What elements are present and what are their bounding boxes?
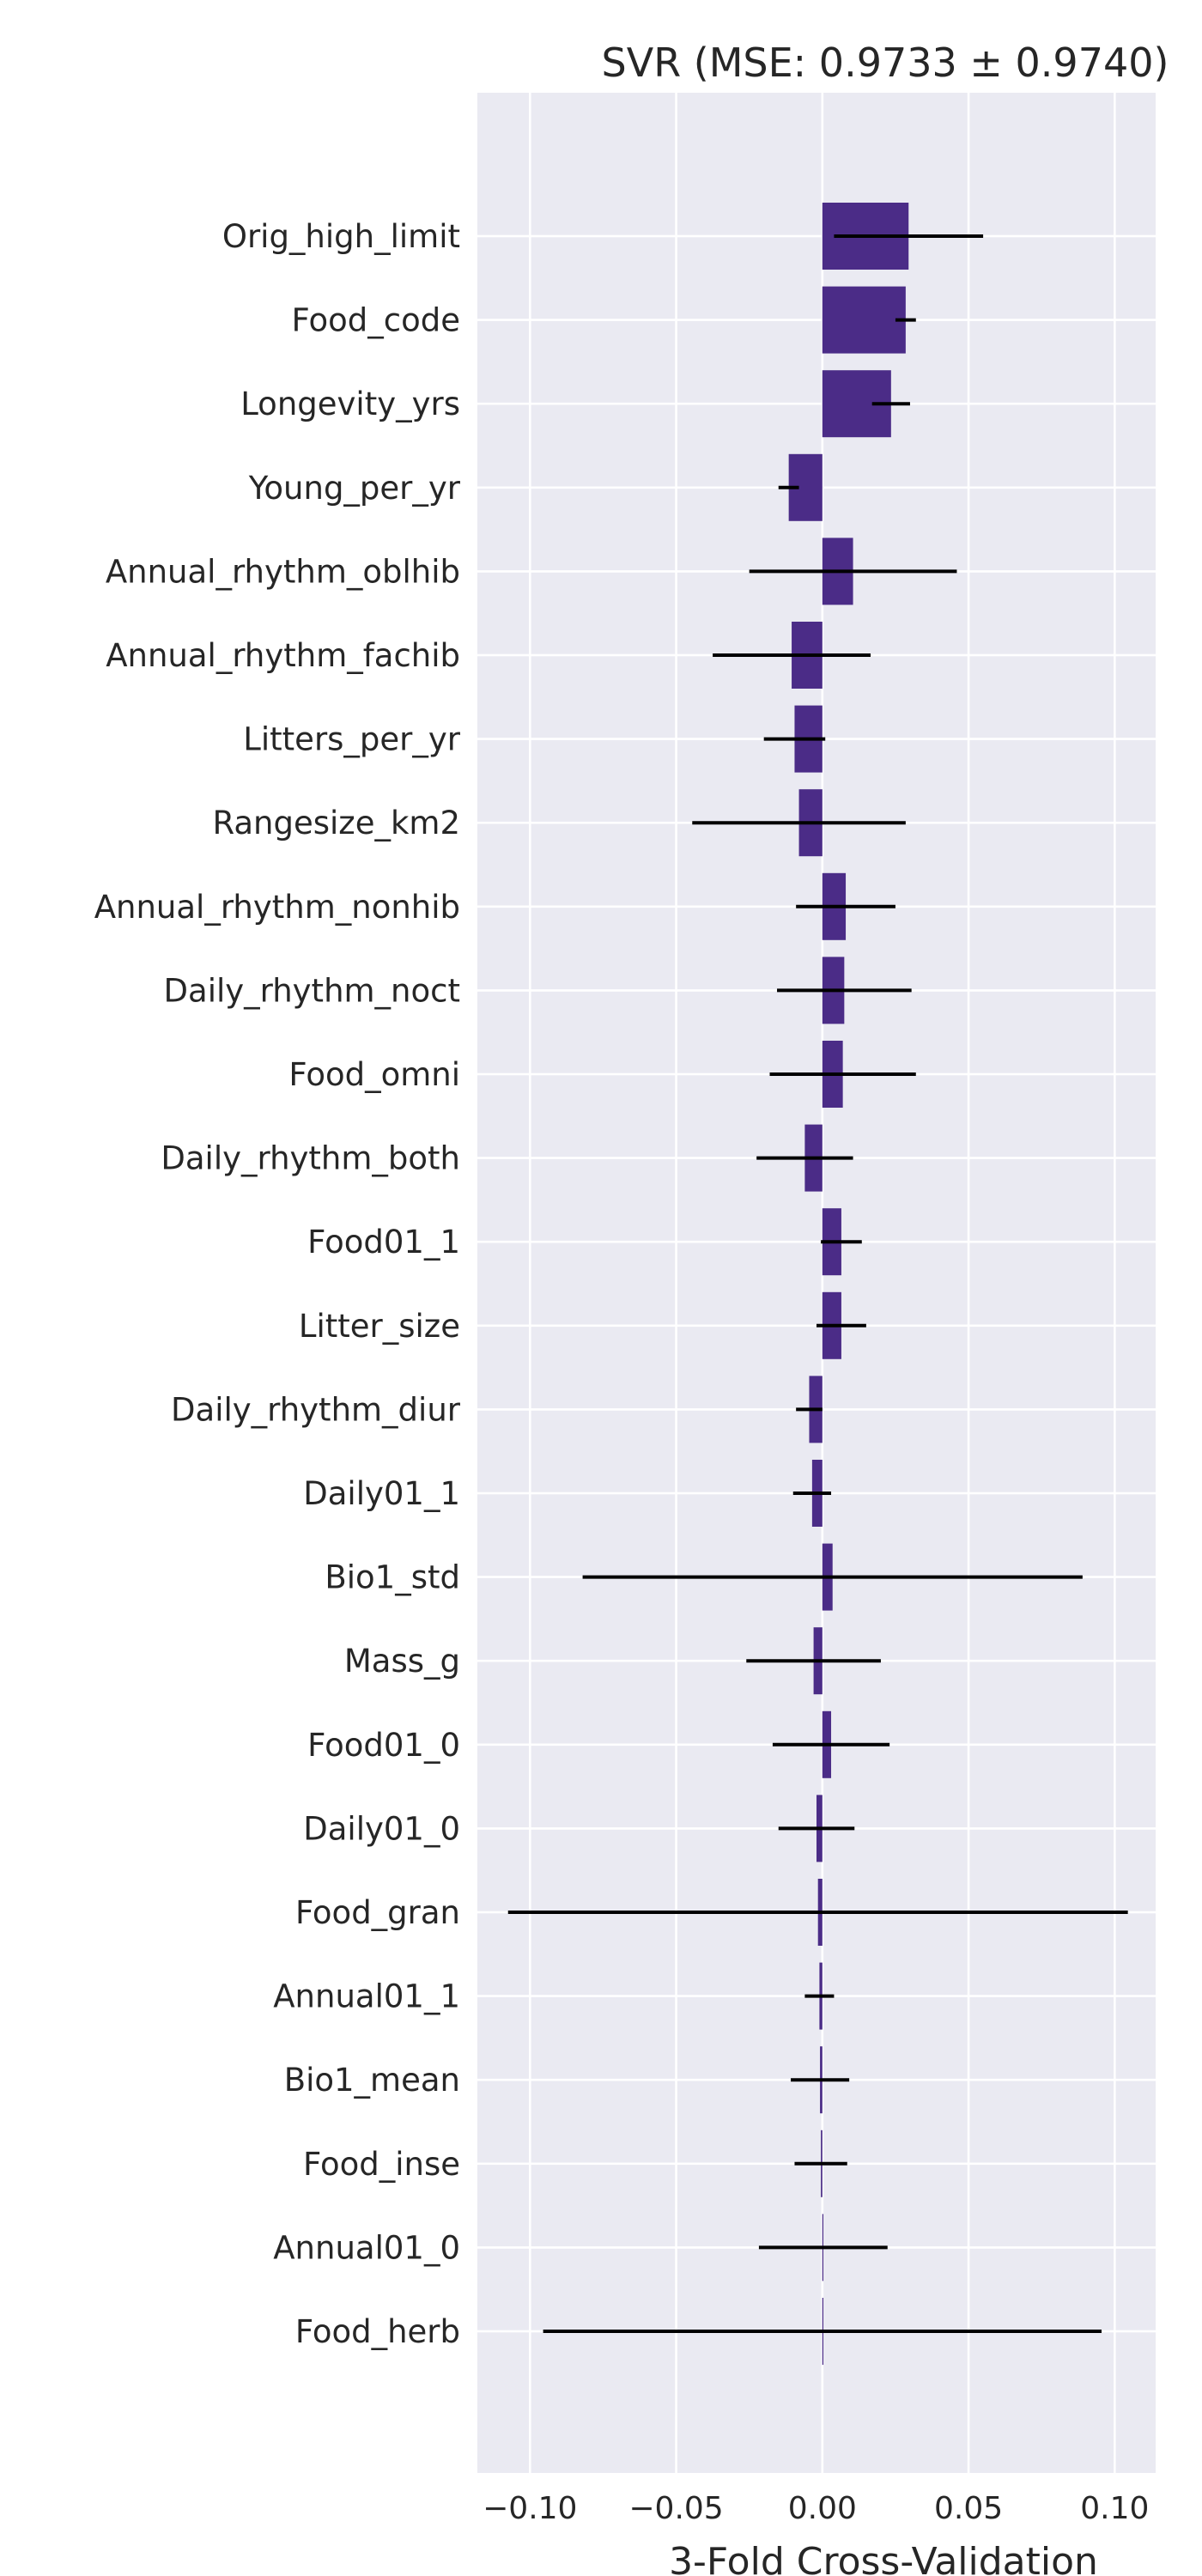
category-label: Orig_high_limit: [222, 218, 460, 255]
category-label: Annual_rhythm_nonhib: [94, 889, 460, 926]
error-bars-layer: [507, 234, 1128, 2333]
category-label: Annual_rhythm_fachib: [106, 637, 460, 674]
bar: [822, 286, 906, 354]
category-label: Daily01_0: [303, 1810, 460, 1847]
category-label: Food_gran: [295, 1894, 460, 1931]
x-tick-label: −0.10: [483, 2491, 577, 2526]
x-tick-label: −0.05: [628, 2491, 723, 2526]
category-label: Daily_rhythm_diur: [171, 1391, 461, 1428]
category-label: Longevity_yrs: [240, 386, 460, 422]
category-label: Food01_0: [307, 1727, 460, 1764]
category-label: Bio1_mean: [284, 2062, 460, 2099]
category-label: Litters_per_yr: [243, 721, 461, 758]
category-label: Food_code: [292, 302, 460, 339]
x-axis-label: 3-Fold Cross-Validation: [669, 2540, 1098, 2576]
category-label: Young_per_yr: [248, 470, 461, 507]
category-label: Daily_rhythm_noct: [164, 972, 460, 1009]
category-label: Litter_size: [299, 1308, 460, 1345]
category-label: Bio1_std: [325, 1559, 460, 1596]
x-tick-labels: −0.10 −0.05 0.00 0.05 0.10: [483, 2491, 1149, 2526]
category-label: Food01_1: [307, 1224, 460, 1261]
category-label: Daily01_1: [303, 1475, 460, 1512]
category-label: Food_inse: [303, 2146, 460, 2183]
category-label: Food_herb: [295, 2313, 460, 2350]
category-label: Annual_rhythm_oblhib: [106, 553, 460, 590]
plot-area: [477, 93, 1156, 2473]
x-tick-label: 0.10: [1080, 2491, 1149, 2526]
category-label: Daily_rhythm_both: [161, 1140, 460, 1177]
x-tick-label: 0.05: [934, 2491, 1003, 2526]
category-label: Annual01_0: [273, 2229, 460, 2266]
category-label: Food_omni: [288, 1056, 460, 1093]
chart-title: SVR (MSE: 0.9733 ± 0.9740): [602, 39, 1169, 86]
category-label: Annual01_1: [273, 1978, 460, 2015]
category-label: Rangesize_km2: [212, 805, 460, 841]
category-labels: Orig_high_limit Food_code Longevity_yrs You…: [94, 218, 461, 2350]
category-label: Mass_g: [344, 1643, 460, 1680]
x-tick-label: 0.00: [788, 2491, 857, 2526]
